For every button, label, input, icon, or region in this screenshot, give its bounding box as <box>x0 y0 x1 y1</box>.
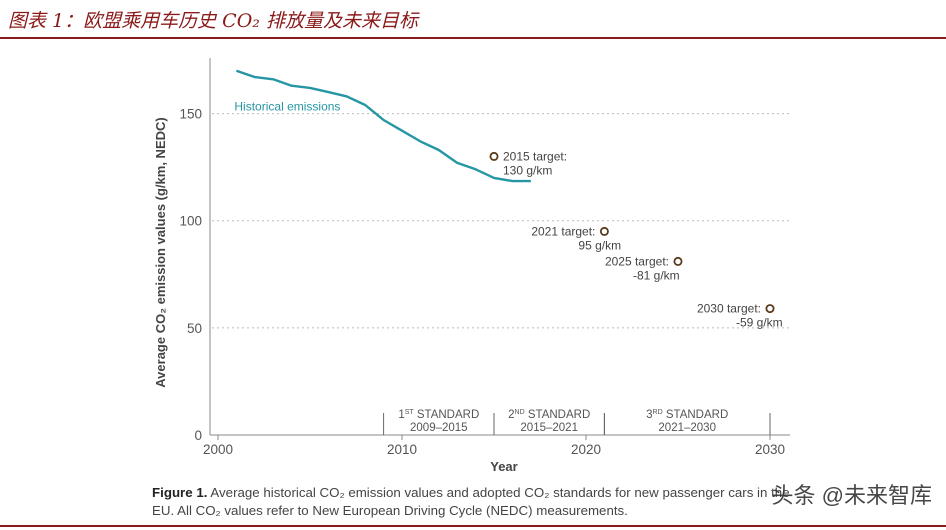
y-tick-label: 0 <box>194 428 202 443</box>
historical-emissions-line <box>236 69 531 183</box>
standard-range: 2021–2030 <box>658 422 716 434</box>
x-tick-label: 2010 <box>387 442 417 457</box>
header-divider <box>0 37 946 39</box>
target-value: -59 g/km <box>736 316 783 330</box>
caption-text: Average historical CO₂ emission values a… <box>152 485 790 518</box>
standard-range: 2009–2015 <box>410 422 468 434</box>
standard-name: 2ND STANDARD <box>508 409 590 421</box>
target-label: 2030 target: <box>697 302 761 316</box>
standard-name: 1ST STANDARD <box>398 409 479 421</box>
target-marker <box>599 226 609 236</box>
y-tick-label: 50 <box>187 321 202 336</box>
target-value: -81 g/km <box>633 268 680 282</box>
target-label: 2021 target: <box>531 224 595 238</box>
target-label: 2015 target: <box>503 149 567 163</box>
target-marker <box>673 256 683 266</box>
figure-caption: Figure 1. Average historical CO₂ emissio… <box>152 484 792 520</box>
target-value: 130 g/km <box>503 163 552 177</box>
series-label: Historical emissions <box>234 99 340 113</box>
y-axis-title: Average CO₂ emission values (g/km, NEDC) <box>153 117 168 387</box>
caption-figure-label: Figure 1. <box>152 485 208 500</box>
x-tick-label: 2030 <box>755 442 785 457</box>
page-title: 图表 1：欧盟乘用车历史 CO₂ 排放量及未来目标 <box>8 10 418 32</box>
y-tick-label: 150 <box>179 107 202 122</box>
target-label: 2025 target: <box>605 254 669 268</box>
footer-divider <box>0 525 946 527</box>
watermark: 头条 @未来智库 <box>771 483 932 508</box>
target-marker <box>489 151 499 161</box>
x-tick-label: 2020 <box>571 442 601 457</box>
standard-name: 3RD STANDARD <box>646 409 728 421</box>
y-tick-label: 100 <box>179 214 202 229</box>
x-tick-label: 2000 <box>203 442 233 457</box>
emissions-chart: 0 50 100 150 2000 2010 2020 2030 Year Average CO₂… <box>153 58 790 474</box>
x-axis-title: Year <box>490 459 517 474</box>
target-value: 95 g/km <box>578 238 621 252</box>
target-marker <box>765 304 775 314</box>
standard-range: 2015–2021 <box>520 422 578 434</box>
